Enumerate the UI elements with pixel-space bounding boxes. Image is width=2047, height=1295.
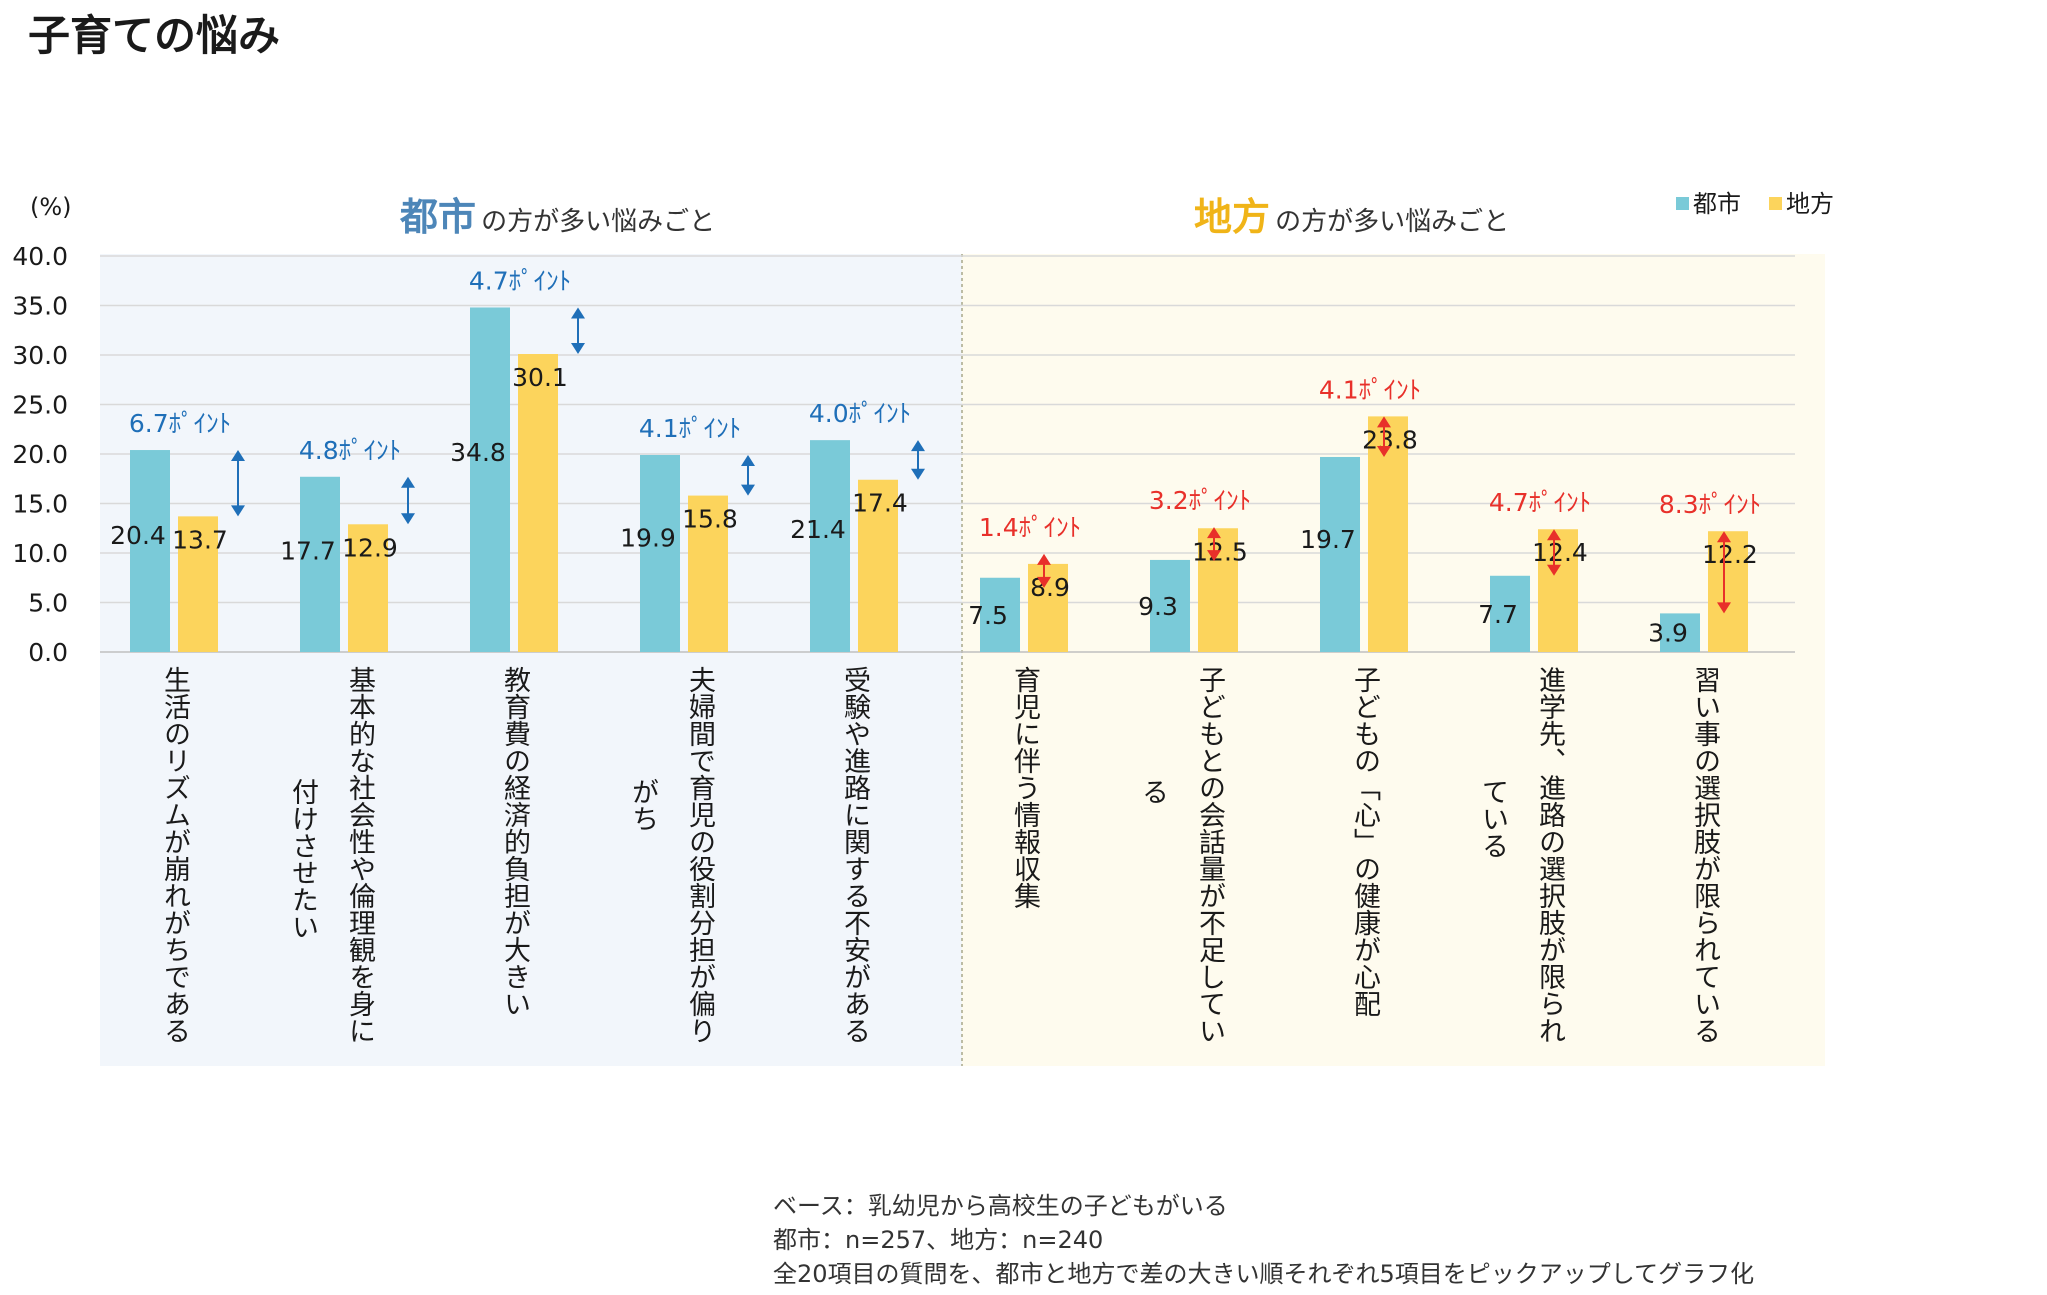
category-label: 付けさせたい [287, 778, 318, 940]
y-tick-label: 0.0 [28, 638, 68, 667]
difference-label: 8.3ﾎﾟｲﾝﾄ [1659, 490, 1761, 519]
bar-rural [688, 495, 728, 652]
value-label-city: 7.5 [968, 601, 1008, 630]
section-city-rest: の方が多い悩みごと [481, 207, 715, 237]
bar-city [1150, 559, 1190, 652]
y-tick-label: 25.0 [12, 391, 68, 420]
section-rural-rest: の方が多い悩みごと [1275, 207, 1509, 237]
legend: 都市 地方 [1676, 190, 1834, 218]
difference-arrow [1037, 553, 1051, 588]
page-title: 子育ての悩み [28, 11, 280, 60]
value-label-city: 19.7 [1300, 525, 1356, 554]
difference-label: 4.7ﾎﾟｲﾝﾄ [1489, 488, 1591, 517]
footnote-base: ベース：乳幼児から高校生の子どもがいる [773, 1192, 1228, 1220]
y-tick-label: 5.0 [28, 589, 68, 618]
bar-city [980, 577, 1020, 652]
y-tick-label: 35.0 [12, 292, 68, 321]
category-label: 進学先、進路の選択肢が限られ [1534, 666, 1565, 1044]
category-label: 教育費の経済的負担が大きい [499, 666, 530, 1017]
difference-label: 4.0ﾎﾟｲﾝﾄ [809, 399, 911, 428]
difference-label: 4.8ﾎﾟｲﾝﾄ [299, 436, 401, 465]
value-label-city: 7.7 [1478, 600, 1518, 629]
value-label-rural: 17.4 [852, 489, 908, 518]
difference-label: 4.1ﾎﾟｲﾝﾄ [1319, 375, 1421, 404]
value-label-city: 20.4 [110, 521, 166, 550]
category-label: 習い事の選択肢が限られている [1689, 666, 1720, 1044]
y-tick-label: 10.0 [12, 539, 68, 568]
value-label-rural: 12.5 [1192, 537, 1248, 566]
value-label-city: 17.7 [280, 536, 336, 565]
section-title-rural: 地方 の方が多い悩みごと [1194, 195, 1509, 239]
footnote-sample-size: 都市：n=257、地方：n=240 [773, 1226, 1104, 1254]
y-axis-unit: (%) [30, 193, 72, 221]
difference-arrow [911, 440, 925, 480]
category-label: 生活のリズムが崩れがちである [159, 666, 190, 1044]
bar-rural [1198, 528, 1238, 652]
value-label-rural: 15.8 [682, 505, 738, 534]
bar-city [130, 450, 170, 652]
value-label-city: 21.4 [790, 515, 846, 544]
bar-rural [858, 479, 898, 652]
bar-city [1660, 613, 1700, 652]
legend-label-rural: 地方 [1786, 190, 1834, 218]
difference-arrow [231, 450, 245, 517]
value-label-city: 3.9 [1648, 619, 1688, 648]
rural-panel-background [962, 254, 1825, 1066]
category-label: 基本的な社会性や倫理観を身に [344, 666, 375, 1044]
value-label-city: 34.8 [450, 438, 506, 467]
y-tick-label: 40.0 [12, 242, 68, 271]
difference-label: 4.7ﾎﾟｲﾝﾄ [469, 266, 571, 295]
category-label: る [1137, 778, 1168, 805]
y-tick-label: 20.0 [12, 440, 68, 469]
footnote-method: 全20項目の質問を、都市と地方で差の大きい順それぞれ5項目をピックアップしてグラ… [773, 1260, 1755, 1288]
bar-city [470, 307, 510, 652]
category-label: がち [627, 778, 658, 832]
value-label-rural: 12.2 [1702, 540, 1758, 569]
bar-city [1320, 456, 1360, 652]
category-label: 受験や進路に関する不安がある [839, 666, 870, 1044]
difference-label: 3.2ﾎﾟｲﾝﾄ [1149, 486, 1251, 515]
value-label-city: 9.3 [1138, 592, 1178, 621]
bar-rural [1538, 529, 1578, 652]
value-label-rural: 30.1 [512, 363, 568, 392]
value-label-city: 19.9 [620, 524, 676, 553]
y-tick-label: 30.0 [12, 341, 68, 370]
difference-label: 1.4ﾎﾟｲﾝﾄ [979, 513, 1081, 542]
section-title-city: 都市 の方が多い悩みごと [399, 195, 715, 239]
bar-city [300, 476, 340, 652]
legend-swatch-city [1676, 197, 1689, 210]
difference-arrow [1717, 531, 1731, 614]
difference-label: 4.1ﾎﾟｲﾝﾄ [639, 414, 741, 443]
difference-arrow [1377, 416, 1391, 457]
difference-arrow [401, 476, 415, 525]
bar-rural [1368, 416, 1408, 652]
difference-arrow [571, 307, 585, 355]
bar-rural [1708, 531, 1748, 652]
value-label-rural: 12.9 [342, 533, 398, 562]
bar-city [810, 440, 850, 652]
bar-city [1490, 575, 1530, 652]
bar-rural [518, 354, 558, 652]
section-rural-emphasis: 地方 [1194, 195, 1270, 239]
value-label-rural: 23.8 [1362, 425, 1418, 454]
difference-label: 6.7ﾎﾟｲﾝﾄ [129, 409, 231, 438]
bar-rural [348, 524, 388, 652]
bar-rural [178, 516, 218, 652]
value-label-rural: 12.4 [1532, 538, 1588, 567]
legend-swatch-rural [1769, 197, 1782, 210]
category-label: 育児に伴う情報収集 [1009, 666, 1040, 909]
category-label: 夫婦間で育児の役割分担が偏り [684, 666, 715, 1044]
difference-arrow [1207, 527, 1221, 562]
category-label: 子どもの「心」の健康が心配 [1349, 666, 1380, 1017]
bar-city [640, 454, 680, 652]
difference-arrow [1547, 529, 1561, 576]
difference-arrow [741, 454, 755, 496]
category-label: 子どもとの会話量が不足してい [1194, 666, 1225, 1044]
y-tick-label: 15.0 [12, 490, 68, 519]
legend-label-city: 都市 [1693, 190, 1741, 218]
section-city-emphasis: 都市 [399, 195, 476, 239]
value-label-rural: 13.7 [172, 525, 228, 554]
category-label: ている [1477, 778, 1508, 859]
